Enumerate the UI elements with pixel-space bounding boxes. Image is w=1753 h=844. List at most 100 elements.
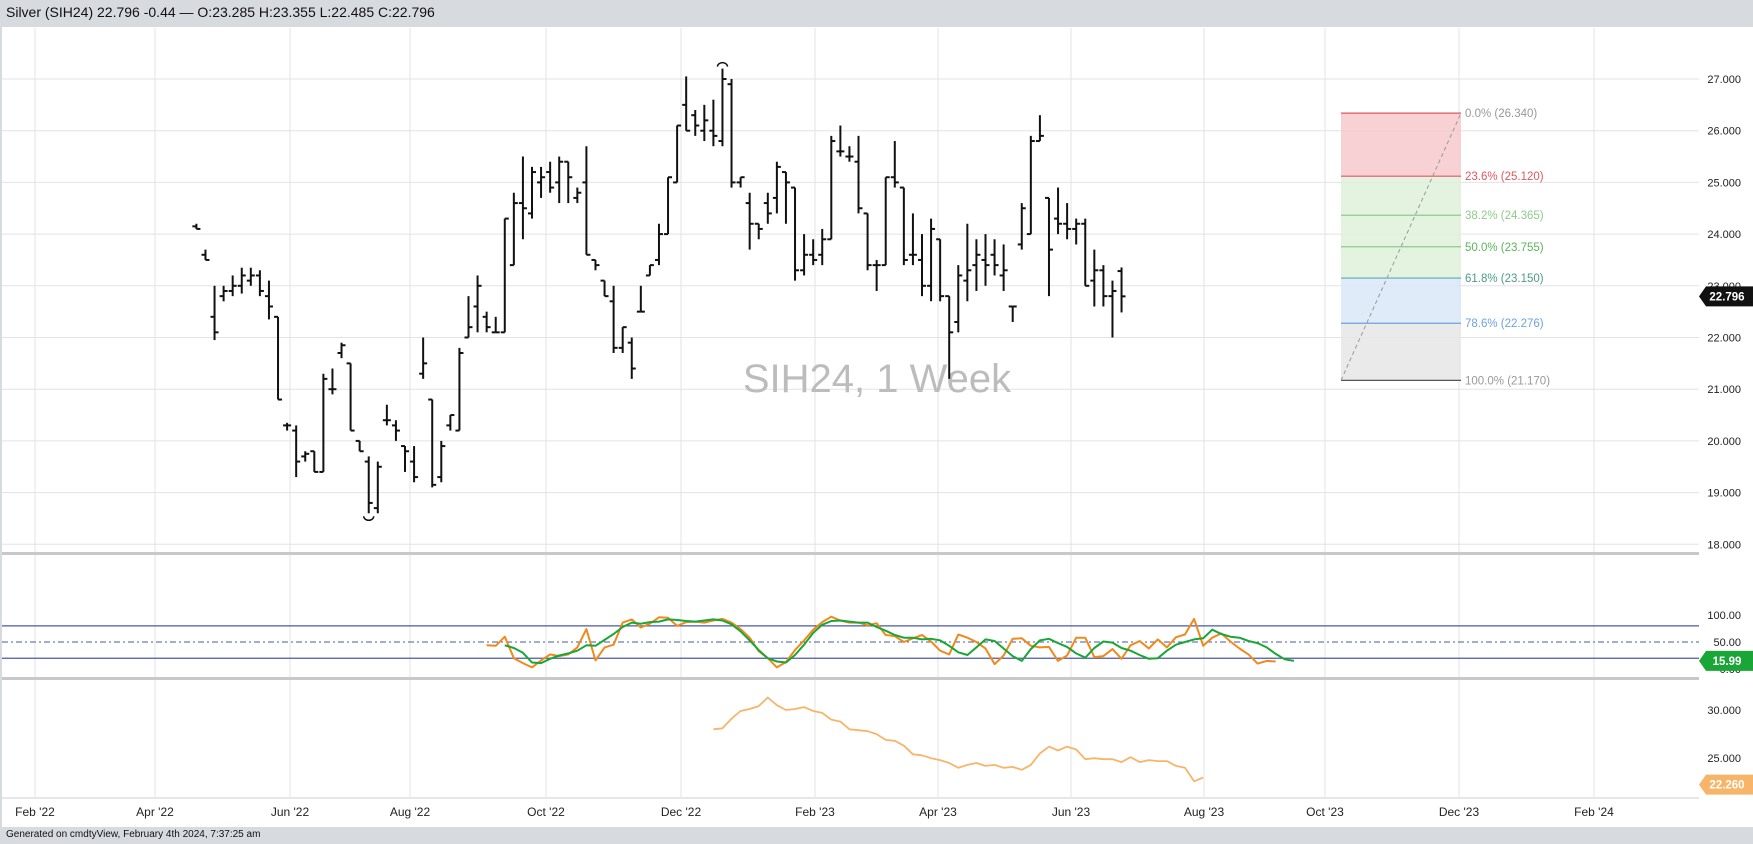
price-bar [736, 176, 745, 188]
price-bar [800, 234, 809, 276]
price-bar [945, 295, 954, 379]
price-bar [464, 296, 473, 339]
fibonacci-retracement[interactable]: 0.0% (26.340) 23.6% (25.120) 38.2% (24.365… [1340, 108, 1550, 387]
stochastic-slow-line [504, 618, 1295, 665]
stochastic-tick-label: 50.00 [1713, 637, 1741, 649]
time-tick-label: Dec '23 [1439, 805, 1480, 819]
price-bar [382, 404, 391, 426]
price-bar [482, 311, 491, 333]
price-bar [1117, 267, 1126, 313]
price-tick-label: 27.000 [1707, 74, 1741, 86]
price-bar [537, 166, 546, 198]
price-tick-label: 19.000 [1707, 488, 1741, 500]
price-bar [727, 79, 736, 188]
price-bar [500, 217, 509, 334]
price-bar [319, 373, 328, 473]
price-bar [709, 99, 718, 147]
price-bar [201, 249, 210, 261]
fib-level-label: 100.0% (21.170) [1465, 375, 1550, 387]
price-bar [1054, 187, 1063, 235]
price-bar [328, 368, 337, 395]
price-bar [1008, 305, 1017, 322]
price-bar [1035, 115, 1044, 143]
price-bar [473, 275, 482, 333]
panel-separator [2, 677, 1699, 680]
price-bar [1099, 265, 1108, 307]
price-bar [1026, 135, 1035, 236]
price-bar [972, 239, 981, 291]
price-bar [609, 285, 618, 354]
time-tick-label: Jun '22 [271, 805, 310, 819]
axes: 27.00026.00025.00024.00023.00022.00021.0… [2, 74, 1753, 819]
fib-level-label: 78.6% (22.276) [1465, 318, 1544, 330]
price-bar [192, 223, 201, 230]
price-bar [401, 445, 410, 472]
price-bar [899, 186, 908, 266]
fib-zone [1341, 113, 1461, 177]
swing-high-marker [716, 61, 729, 67]
price-bar [219, 285, 228, 302]
price-bar [745, 192, 754, 250]
price-bar [791, 186, 800, 281]
lower-value-tag [1699, 774, 1753, 795]
price-bar [555, 156, 564, 204]
price-bar [772, 161, 781, 214]
price-bar [437, 440, 446, 483]
last-price-label: 22.796 [1709, 291, 1744, 303]
lower-tick-label: 25.000 [1707, 753, 1741, 765]
time-tick-label: Dec '22 [661, 805, 702, 819]
price-bar [491, 316, 500, 334]
price-bar [881, 176, 890, 267]
price-bar [645, 264, 654, 277]
chart-canvas[interactable]: 0.0% (26.340) 23.6% (25.120) 38.2% (24.365… [0, 27, 1753, 827]
price-tick-label: 26.000 [1707, 126, 1741, 138]
price-bar [845, 146, 854, 162]
price-bar [927, 218, 936, 302]
time-tick-label: Aug '22 [390, 805, 431, 819]
price-bar [373, 461, 382, 514]
price-bar [827, 135, 836, 241]
fib-level-label: 38.2% (24.365) [1465, 210, 1544, 222]
lower-value-label: 22.260 [1709, 780, 1744, 792]
fib-zone [1341, 246, 1461, 279]
price-bar [301, 451, 310, 462]
price-bar [264, 280, 273, 320]
price-bar [246, 267, 255, 286]
price-bar [391, 420, 400, 441]
price-bar [836, 125, 845, 157]
price-bar [918, 234, 926, 297]
price-bar [419, 337, 428, 379]
price-bar [627, 337, 636, 379]
price-bar [237, 267, 246, 294]
price-bar [446, 414, 455, 431]
price-tick-label: 20.000 [1707, 436, 1741, 448]
watermark-text: SIH24, 1 Week [743, 357, 1012, 401]
price-bar [781, 171, 790, 224]
price-bar [591, 258, 600, 271]
price-bar [518, 156, 527, 240]
price-tick-label: 24.000 [1707, 229, 1741, 241]
price-bar [872, 259, 881, 291]
price-bar [809, 239, 818, 266]
price-bar [691, 110, 700, 136]
price-bar [546, 161, 555, 193]
price-bar [364, 456, 373, 514]
footer: Generated on cmdtyView, February 4th 202… [0, 827, 1753, 844]
price-bar [654, 223, 663, 266]
price-bar [818, 228, 827, 266]
price-bar [1090, 249, 1099, 307]
fib-zone [1341, 215, 1461, 247]
price-bar [1063, 203, 1072, 240]
price-bar [636, 285, 645, 313]
time-tick-label: Aug '23 [1184, 805, 1225, 819]
price-axis-background [1699, 27, 1753, 827]
price-bar [890, 141, 899, 188]
time-tick-label: Feb '22 [15, 805, 55, 819]
price-bar [210, 285, 219, 341]
price-bar [509, 192, 518, 267]
grid [2, 28, 1699, 797]
price-bar [228, 275, 237, 297]
fib-level-label: 0.0% (26.340) [1465, 108, 1537, 120]
price-bar [337, 342, 346, 359]
lower-tick-label: 30.000 [1707, 705, 1741, 717]
